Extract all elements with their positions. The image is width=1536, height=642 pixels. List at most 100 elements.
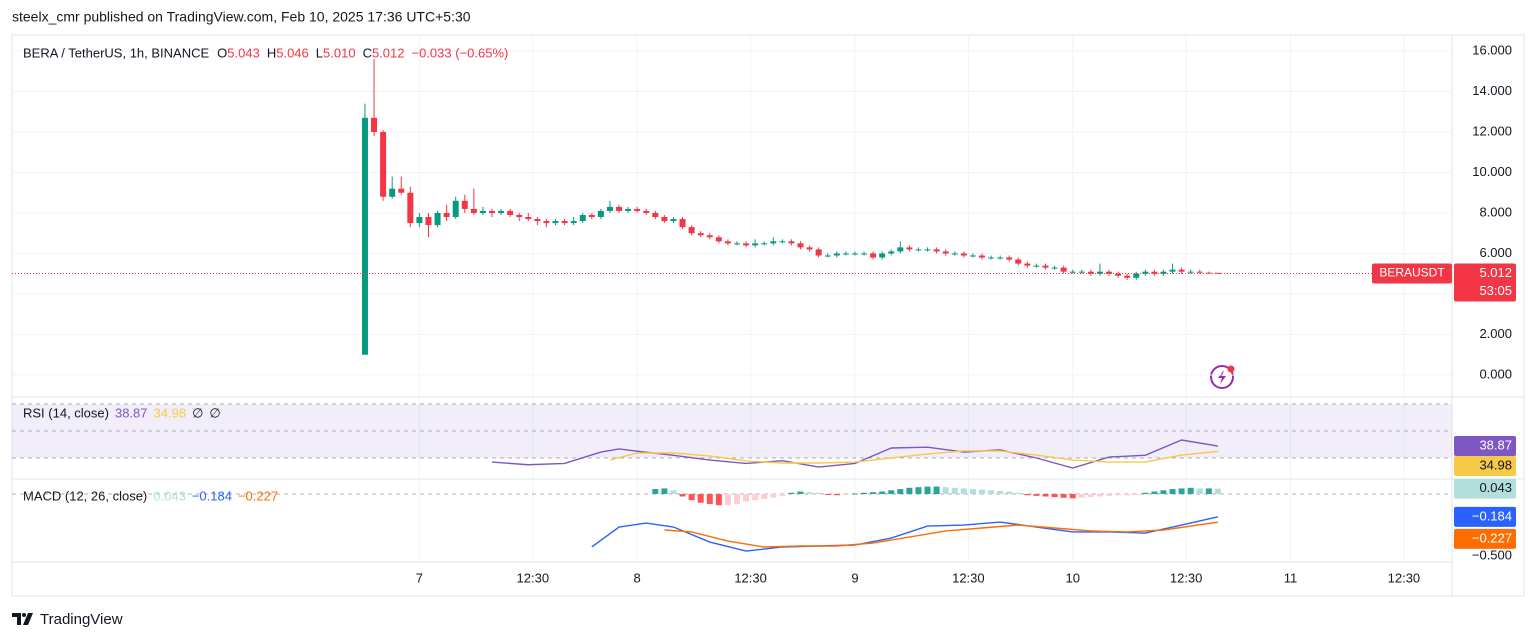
histogram-bar	[1106, 494, 1113, 496]
na-label: ∅	[192, 405, 203, 420]
x-tick-label: 12:30	[734, 570, 767, 585]
rsi-line	[491, 439, 1219, 469]
candle-body	[897, 247, 904, 252]
histogram-bar	[906, 487, 913, 495]
histogram-bar	[1169, 489, 1176, 495]
histogram-bar	[1142, 492, 1149, 495]
candle-body	[661, 217, 668, 222]
candle-body	[1069, 271, 1076, 273]
histogram-bar	[1115, 494, 1122, 496]
histogram-bar	[715, 494, 722, 506]
chart-frame	[11, 34, 1525, 597]
histogram-bar	[815, 492, 822, 495]
histogram-bar	[706, 494, 713, 504]
pane-title: RSI (14, close)	[23, 405, 109, 420]
x-tick-label: 11	[1284, 570, 1298, 585]
logo-part	[22, 613, 26, 617]
candle-body	[924, 249, 931, 251]
candle-body	[888, 251, 895, 254]
candle-body	[361, 117, 368, 355]
candle-body	[1178, 269, 1185, 272]
value-tag: −0.227	[1472, 530, 1512, 545]
candle-body	[779, 241, 786, 243]
histogram-bar	[851, 493, 858, 495]
candle-body	[1033, 265, 1040, 267]
symbol-tag-bg	[1372, 263, 1452, 284]
candle-body	[1024, 263, 1031, 266]
y-tick-label: 2.000	[1479, 326, 1512, 341]
candle-body	[969, 255, 976, 257]
x-tick-label: 12:30	[517, 570, 550, 585]
ohlc-value: 5.046	[276, 45, 309, 60]
candle-body	[1142, 271, 1149, 274]
symbol-title: BERA / TetherUS, 1h, BINANCE	[23, 45, 209, 60]
y-tick-label: 14.000	[1472, 83, 1512, 98]
candle-body	[988, 257, 995, 259]
rsi-line	[609, 450, 1218, 464]
histogram-bar	[1196, 488, 1203, 495]
histogram-bar	[942, 487, 949, 495]
publisher-line: steelx_cmr published on TradingView.com,…	[12, 9, 471, 25]
histogram-bar	[833, 494, 840, 496]
candle-body	[425, 217, 432, 226]
candle-body	[652, 212, 659, 218]
histogram-bar	[670, 490, 677, 495]
histogram-bar	[960, 488, 967, 495]
logo-part	[23, 613, 33, 625]
candle-body	[470, 208, 477, 213]
histogram-bar	[842, 494, 849, 496]
alert-icon[interactable]	[1210, 365, 1235, 389]
value-tag-bg	[1454, 528, 1516, 549]
candle-body	[1087, 271, 1094, 274]
candle-body	[507, 210, 514, 215]
pane-value: 38.87	[115, 405, 148, 420]
candle-body	[870, 253, 877, 258]
candle-body	[1006, 257, 1013, 260]
value-tag: 34.98	[1479, 457, 1512, 472]
histogram-bar	[1151, 491, 1158, 495]
candle-body	[443, 212, 450, 218]
x-tick-label: 9	[851, 570, 858, 585]
candle-body	[634, 208, 641, 211]
symbol-tag: BERAUSDT	[1379, 266, 1445, 280]
candle-body	[1060, 267, 1067, 272]
candle-body	[398, 188, 405, 193]
x-tick-label: 10	[1065, 570, 1079, 585]
histogram-bar	[1178, 488, 1185, 495]
candle-body	[670, 219, 677, 222]
histogram-bar	[806, 492, 813, 495]
brand-name: TradingView	[40, 611, 123, 628]
candle-body	[1205, 272, 1212, 274]
histogram-bar	[915, 487, 922, 495]
change-value: −0.033 (−0.65%)	[412, 45, 509, 60]
histogram-bar	[1015, 492, 1022, 495]
histogram-bar	[697, 494, 704, 503]
candle-body	[679, 219, 686, 228]
histogram-bar	[797, 491, 804, 495]
histogram-bar	[1042, 494, 1049, 497]
histogram-bar	[951, 487, 958, 495]
x-tick-label: 7	[416, 570, 423, 585]
histogram-bar	[679, 494, 686, 497]
histogram-bar	[879, 491, 886, 495]
histogram-bar	[1160, 490, 1167, 495]
histogram-bar	[924, 486, 931, 495]
x-tick-label: 12:30	[1170, 570, 1203, 585]
candle-body	[1124, 275, 1131, 278]
histogram-bar	[1006, 491, 1013, 495]
candle-body	[978, 255, 985, 258]
histogram-bar	[978, 489, 985, 495]
candle-body	[788, 241, 795, 244]
value-tag-bg	[1454, 478, 1516, 499]
candle-body	[733, 243, 740, 245]
histogram-bar	[1214, 488, 1221, 495]
candle-body	[906, 247, 913, 250]
value-tag-bg	[1454, 436, 1516, 457]
candle-body	[1187, 271, 1194, 273]
candle-body	[842, 253, 849, 255]
histogram-bar	[1051, 494, 1058, 498]
candle-body	[706, 235, 713, 238]
histogram-bar	[897, 489, 904, 495]
candle-body	[479, 210, 486, 213]
